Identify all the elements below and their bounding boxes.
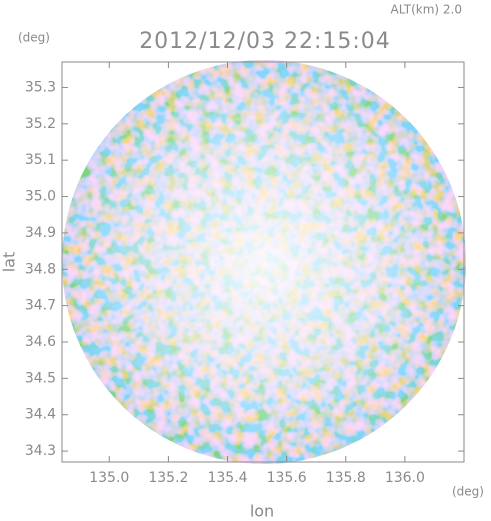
y-unit: (deg) bbox=[18, 31, 50, 45]
chart-title: 2012/12/03 22:15:04 bbox=[139, 29, 391, 54]
y-tick-label: 35.2 bbox=[25, 116, 56, 132]
y-tick-label: 34.9 bbox=[25, 225, 56, 241]
x-unit: (deg) bbox=[452, 485, 484, 499]
radar-field bbox=[62, 60, 466, 464]
y-tick-label: 34.4 bbox=[25, 407, 56, 423]
x-tick-label: 135.2 bbox=[148, 470, 188, 486]
x-axis-label: lon bbox=[250, 502, 274, 521]
x-tick-label: 135.0 bbox=[89, 470, 129, 486]
y-tick-label: 34.8 bbox=[25, 261, 56, 277]
y-tick-label: 34.7 bbox=[25, 298, 56, 314]
y-tick-label: 34.6 bbox=[25, 334, 56, 350]
x-tick-label: 135.6 bbox=[267, 470, 307, 486]
y-tick-label: 34.5 bbox=[25, 370, 56, 386]
annotation: ALT(km) 2.0 bbox=[391, 3, 462, 17]
y-axis-label: lat bbox=[0, 252, 19, 273]
y-tick-label: 34.3 bbox=[25, 443, 56, 459]
y-tick-label: 35.3 bbox=[25, 79, 56, 95]
y-tick-label: 35.1 bbox=[25, 152, 56, 168]
x-tick-label: 136.0 bbox=[385, 470, 425, 486]
plot-frame bbox=[61, 61, 465, 463]
y-tick-label: 35.0 bbox=[25, 189, 56, 205]
x-tick-label: 135.8 bbox=[326, 470, 366, 486]
x-tick-label: 135.4 bbox=[207, 470, 247, 486]
